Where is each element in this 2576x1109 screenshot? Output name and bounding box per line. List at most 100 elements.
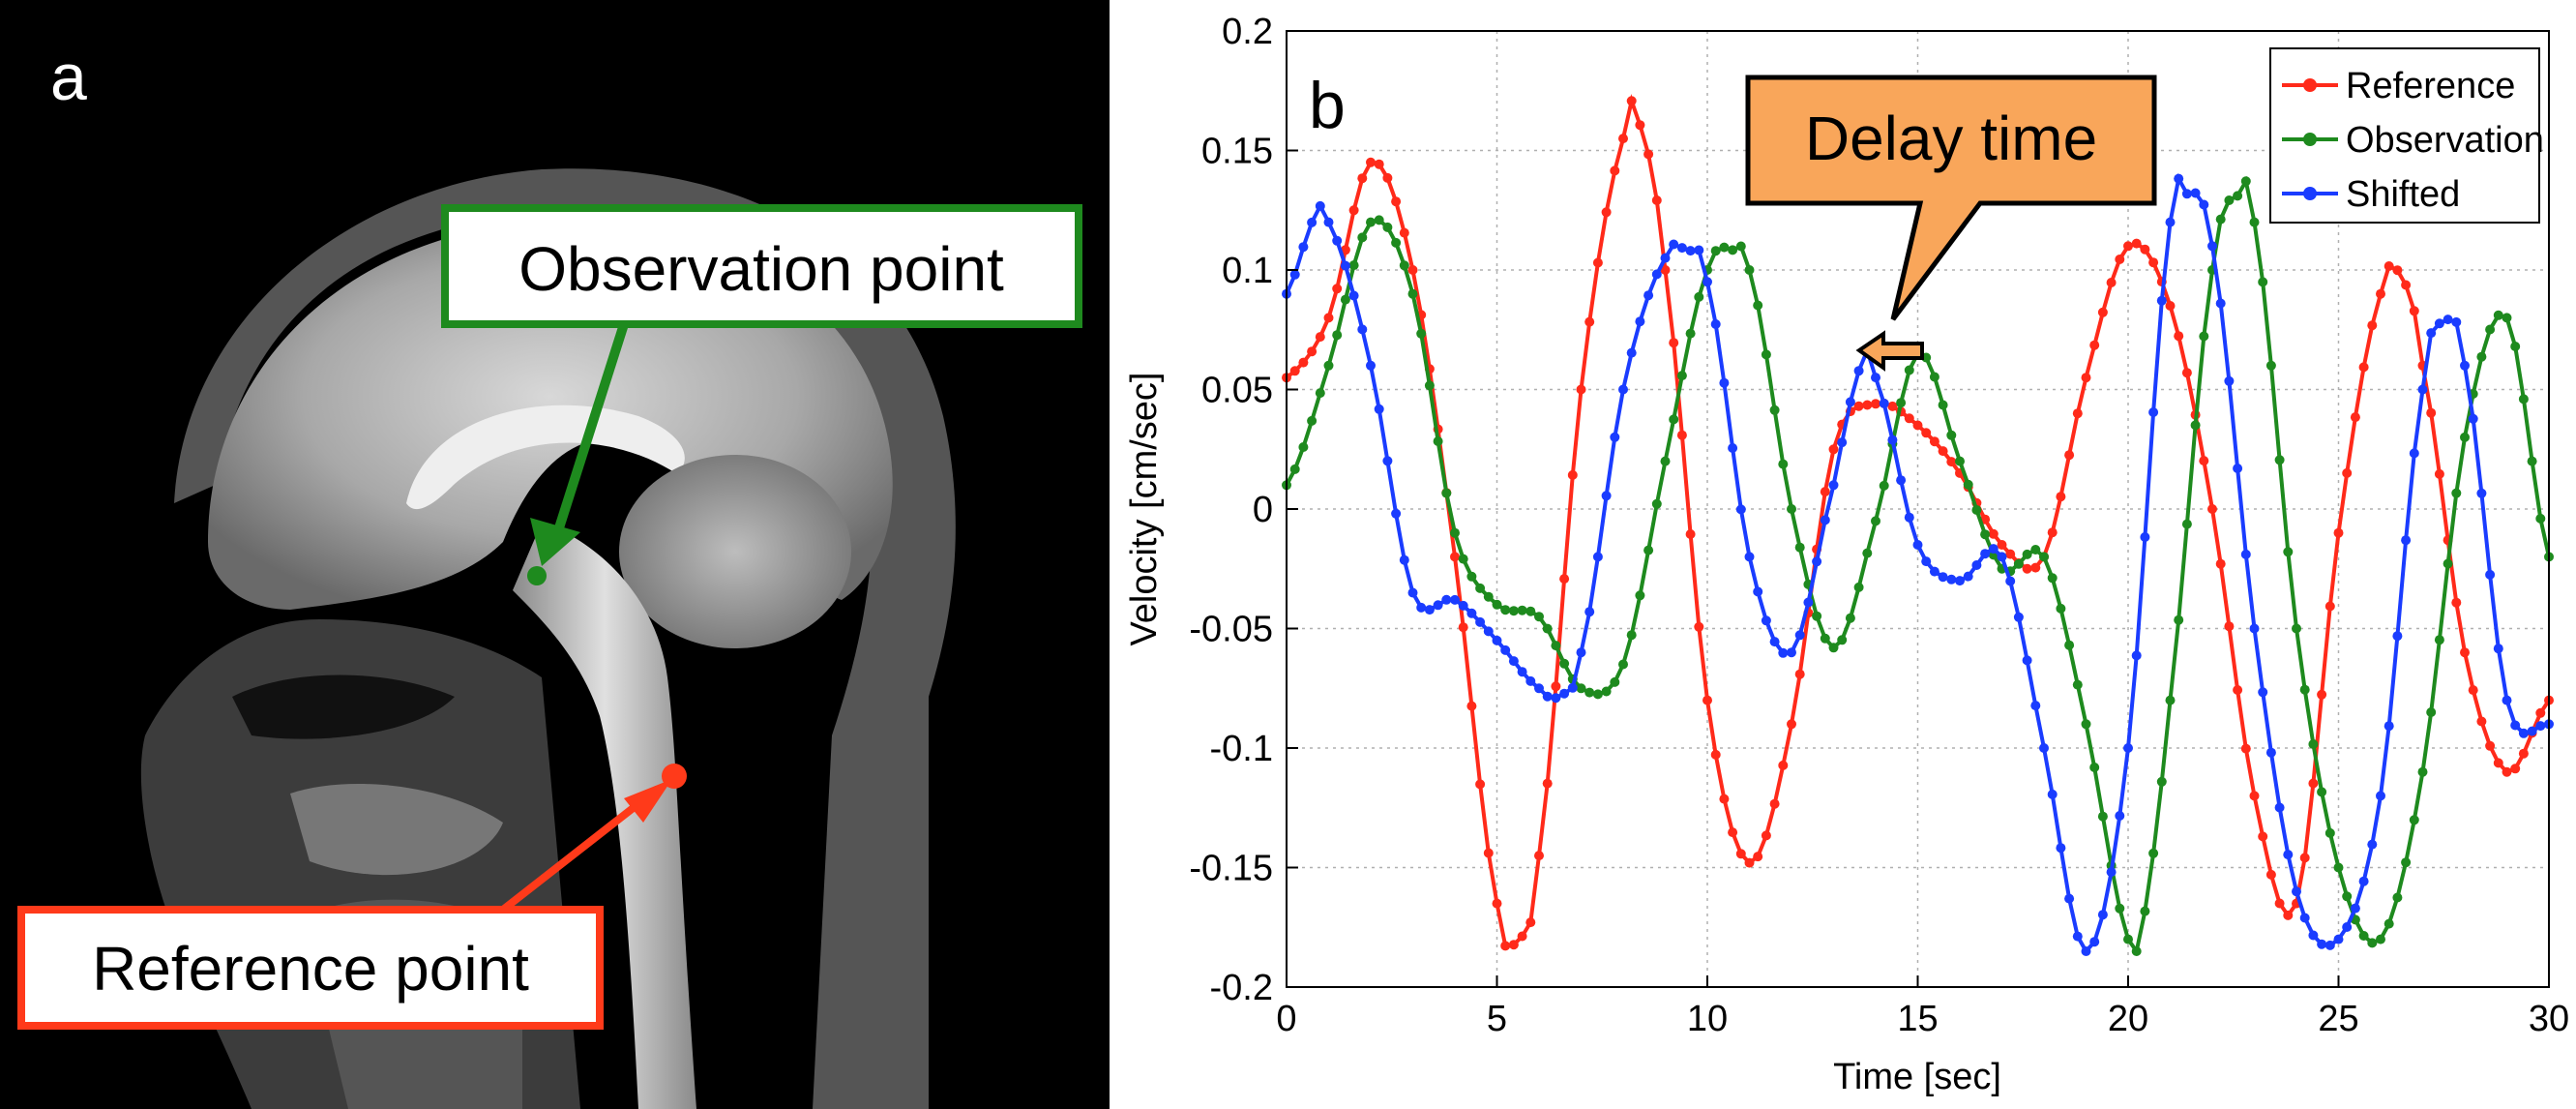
data-point-shifted (2233, 464, 2243, 473)
data-point-reference (1685, 529, 1696, 539)
data-point-reference (2258, 831, 2268, 842)
data-point-reference (1728, 827, 1738, 838)
data-point-reference (2165, 301, 2176, 311)
observation-point-dot (527, 566, 547, 585)
data-point-reference (1315, 332, 1325, 343)
data-point-shifted (1508, 656, 1519, 667)
data-point-observation (1971, 505, 1982, 515)
y-tick-label: 0.15 (1201, 132, 1273, 172)
data-point-shifted (1475, 616, 1486, 627)
data-point-shifted (1828, 480, 1839, 491)
data-point-shifted (1289, 269, 1300, 280)
spinal-cord (513, 523, 696, 1109)
observation-label-box (441, 204, 1082, 328)
cerebellum (619, 455, 851, 648)
data-point-reference (1542, 778, 1553, 789)
data-point-shifted (2535, 721, 2546, 732)
data-point-observation (2258, 277, 2268, 287)
data-point-reference (1466, 701, 1477, 711)
data-point-shifted (1929, 566, 1939, 577)
data-point-observation (2401, 857, 2412, 868)
data-point-shifted (2451, 316, 2462, 327)
data-point-reference (1348, 205, 1359, 216)
data-point-reference (1323, 313, 1334, 323)
data-point-reference (2535, 707, 2546, 718)
legend-label-shifted: Shifted (2346, 174, 2460, 215)
data-point-shifted (2030, 701, 2041, 711)
data-point-reference (2434, 468, 2444, 479)
data-point-reference (1626, 96, 1637, 106)
data-point-reference (2518, 748, 2529, 759)
data-point-observation (2274, 455, 2285, 465)
data-point-reference (1643, 149, 1654, 160)
data-point-observation (1837, 635, 1848, 645)
data-point-observation (1812, 611, 1822, 621)
data-point-shifted (1820, 515, 1830, 525)
legend-label-observation: Observation (2346, 120, 2544, 161)
data-point-observation (1551, 641, 1561, 651)
data-point-observation (2056, 603, 2066, 614)
data-point-observation (1323, 360, 1334, 371)
data-point-observation (2047, 573, 2058, 584)
data-point-shifted (2013, 612, 2024, 622)
data-point-reference (2299, 853, 2310, 863)
data-point-shifted (2148, 407, 2159, 417)
data-point-reference (2249, 791, 2260, 801)
data-point-shifted (2476, 488, 2487, 498)
data-point-reference (1458, 622, 1468, 633)
data-point-reference (1744, 857, 1755, 868)
data-point-shifted (1703, 277, 1712, 287)
data-point-shifted (1728, 443, 1738, 453)
data-point-shifted (2215, 298, 2226, 309)
data-point-shifted (1618, 384, 1628, 395)
data-point-shifted (2181, 189, 2192, 199)
data-point-shifted (1904, 512, 1914, 523)
data-point-shifted (1551, 693, 1561, 704)
data-point-reference (1332, 284, 1343, 294)
data-point-reference (2485, 740, 2496, 751)
data-point-shifted (1753, 586, 1763, 597)
data-point-observation (1635, 590, 1645, 601)
data-point-reference (1778, 760, 1789, 770)
data-point-observation (1399, 260, 1409, 271)
data-point-reference (1584, 316, 1595, 327)
data-point-reference (2240, 743, 2251, 754)
data-point-shifted (1921, 556, 1932, 567)
data-point-shifted (1307, 217, 1318, 227)
data-point-reference (1862, 400, 1873, 410)
data-point-shifted (2140, 532, 2150, 542)
data-point-shifted (1332, 235, 1343, 246)
data-point-observation (1694, 291, 1704, 302)
data-point-shifted (1433, 600, 1443, 611)
data-point-reference (2274, 898, 2285, 909)
delay-time-text: Delay time (1805, 104, 2097, 173)
data-point-observation (1660, 456, 1671, 466)
grid-lines (1287, 31, 2549, 987)
data-point-shifted (2174, 173, 2184, 184)
data-point-observation (2367, 938, 2378, 948)
x-tick-label: 5 (1487, 999, 1507, 1039)
observation-arrow-line (551, 322, 629, 539)
data-point-shifted (1357, 324, 1368, 335)
data-point-reference (2317, 689, 2327, 700)
data-point-reference (1500, 941, 1511, 951)
data-point-reference (1357, 173, 1368, 184)
data-point-observation (1879, 480, 1889, 491)
data-point-observation (1946, 430, 1957, 440)
data-point-observation (2240, 176, 2251, 187)
nasal-cavity (232, 674, 455, 739)
x-tick-label: 15 (1897, 999, 1938, 1039)
reference-label-box (17, 906, 604, 1030)
data-point-reference (2502, 766, 2512, 777)
data-point-shifted (1669, 239, 1679, 250)
data-point-observation (2324, 827, 2335, 838)
data-point-observation (2013, 558, 2024, 569)
data-point-shifted (2502, 695, 2512, 705)
data-point-observation (1348, 260, 1359, 271)
data-point-reference (1450, 552, 1460, 562)
data-point-observation (1853, 582, 1864, 592)
reference-arrow-head (624, 779, 672, 823)
data-point-shifted (1879, 398, 1889, 408)
data-point-observation (1769, 405, 1780, 415)
data-point-reference (2510, 764, 2521, 774)
